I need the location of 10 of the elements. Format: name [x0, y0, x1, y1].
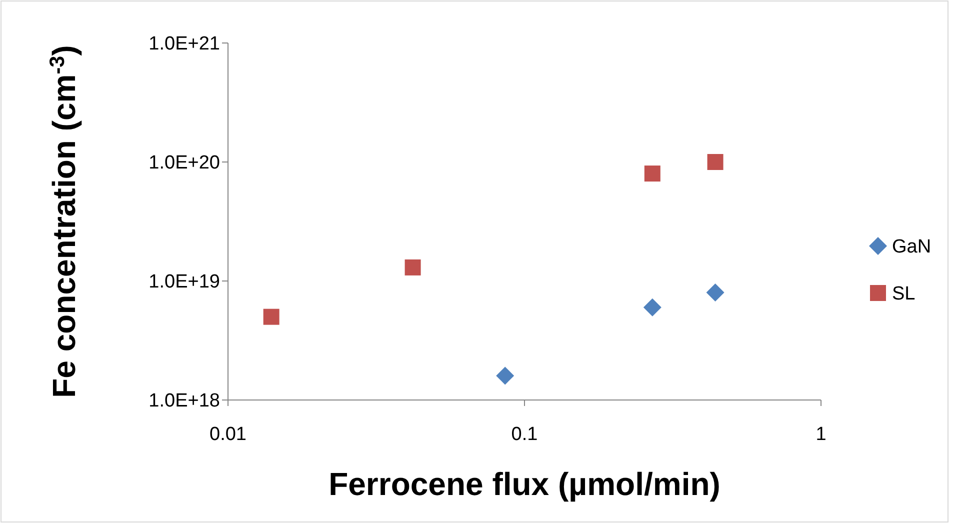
x-axis-title: Ferrocene flux (µmol/min) [328, 466, 720, 502]
y-tick-label: 1.0E+19 [148, 272, 220, 293]
x-tick-label: 0.1 [511, 424, 538, 445]
x-tick-label: 0.01 [210, 424, 246, 445]
x-tick-label: 1 [816, 424, 826, 445]
y-tick-label: 1.0E+21 [148, 34, 220, 55]
y-tick-label: 1.0E+20 [148, 152, 220, 174]
legend-label: GaN [892, 236, 932, 258]
y-tick-label: 1.0E+18 [148, 390, 220, 412]
legend-label: SL [892, 284, 916, 305]
